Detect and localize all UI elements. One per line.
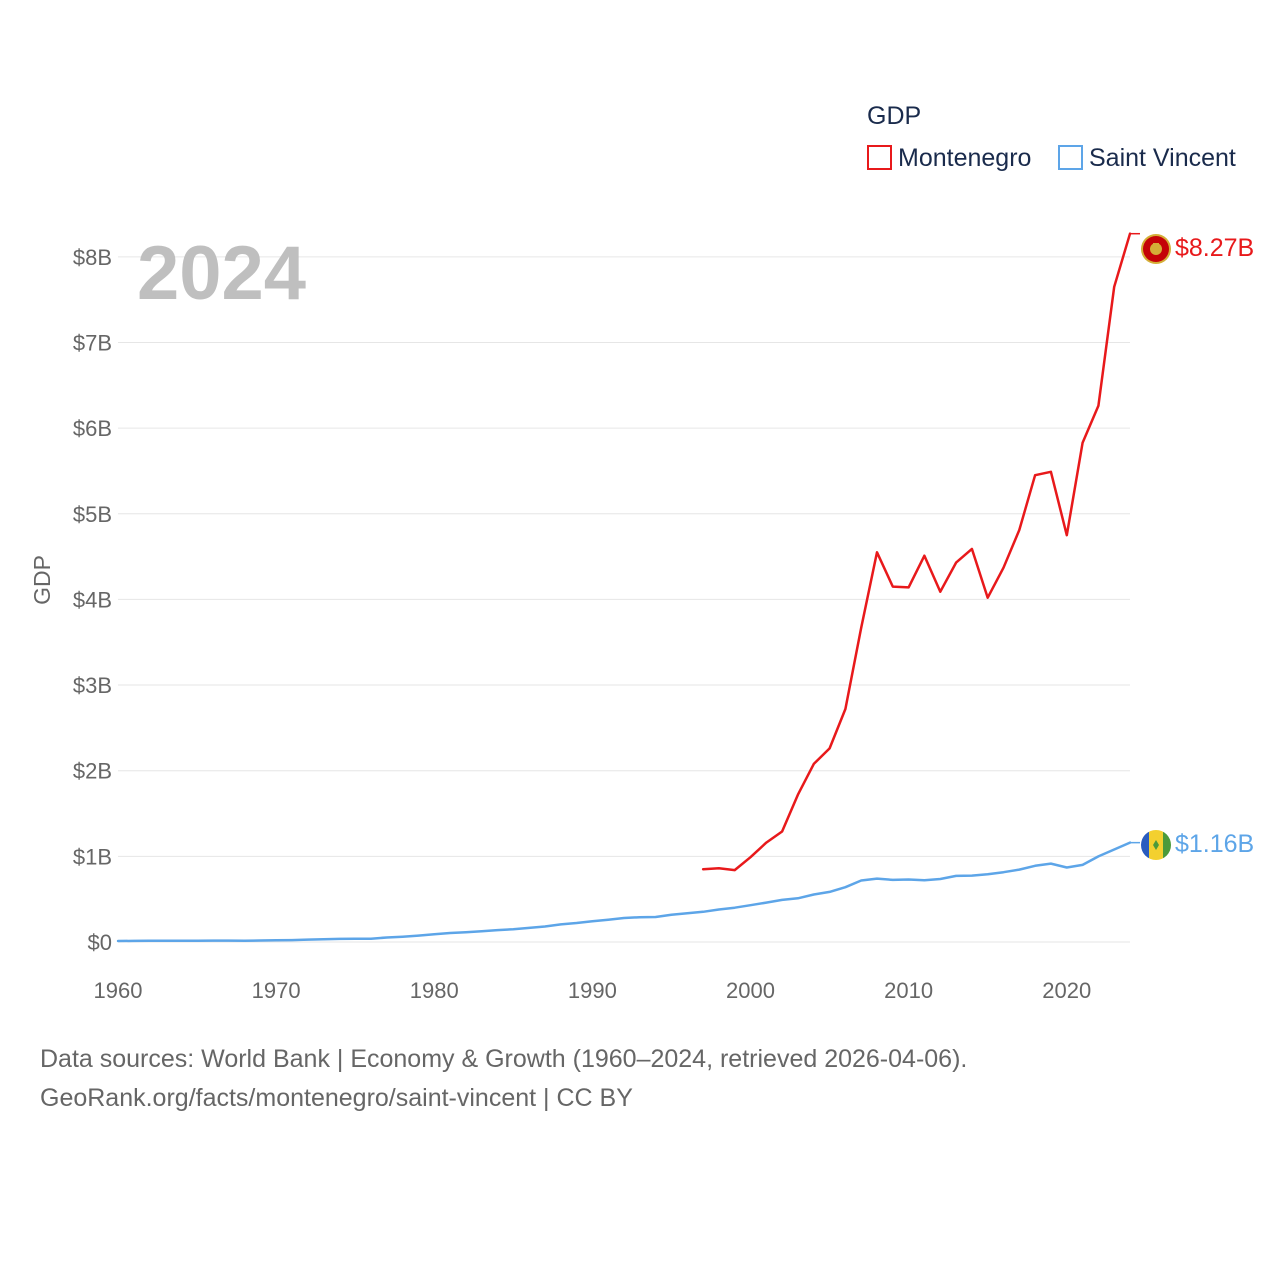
x-tick-label: 1960 <box>94 978 143 1003</box>
y-tick-label: $7B <box>73 330 112 355</box>
legend-swatch-saint-vincent <box>1058 145 1083 170</box>
x-tick-label: 2020 <box>1042 978 1091 1003</box>
y-tick-label: $6B <box>73 416 112 441</box>
legend-label-saint-vincent: Saint Vincent <box>1089 144 1236 172</box>
legend-swatch-montenegro <box>867 145 892 170</box>
data-sources-text: Data sources: World Bank | Economy & Gro… <box>40 1045 968 1073</box>
y-axis-label: GDP <box>29 555 55 605</box>
y-tick-label: $0 <box>88 930 112 955</box>
legend-item-saint-vincent[interactable]: Saint Vincent <box>1058 144 1236 172</box>
y-tick-label: $2B <box>73 759 112 784</box>
y-tick-label: $5B <box>73 502 112 527</box>
y-tick-label: $1B <box>73 844 112 869</box>
year-label: 2024 <box>137 231 306 316</box>
x-tick-label: 1990 <box>568 978 617 1003</box>
x-tick-label: 1980 <box>410 978 459 1003</box>
legend-item-montenegro[interactable]: Montenegro <box>867 144 1031 172</box>
attribution-text: GeoRank.org/facts/montenegro/saint-vince… <box>40 1084 633 1112</box>
y-tick-label: $4B <box>73 587 112 612</box>
line-saint-vincent[interactable] <box>116 841 1132 943</box>
legend: GDP Montenegro Saint Vincent <box>867 102 1236 172</box>
montenegro-flag-icon <box>1141 234 1171 264</box>
montenegro-end-marker: $8.27B <box>1141 234 1254 264</box>
series-montenegro <box>701 232 1140 872</box>
x-tick-label: 2000 <box>726 978 775 1003</box>
x-tick-label: 1970 <box>252 978 301 1003</box>
y-tick-label: $3B <box>73 673 112 698</box>
saint-vincent-end-marker: $1.16B <box>1141 830 1254 860</box>
footer: Data sources: World Bank | Economy & Gro… <box>40 1040 1240 1118</box>
grid-lines <box>118 256 1130 943</box>
x-tick-label: 2010 <box>884 978 933 1003</box>
series-lines <box>116 232 1140 943</box>
line-montenegro[interactable] <box>701 232 1132 872</box>
series-saint-vincent <box>116 841 1140 943</box>
y-tick-label: $8B <box>73 245 112 270</box>
x-axis-ticks: 1960 1970 1980 1990 2000 2010 2020 <box>94 978 1092 1003</box>
montenegro-value-label: $8.27B <box>1175 234 1254 262</box>
saint-vincent-value-label: $1.16B <box>1175 830 1254 858</box>
legend-label-montenegro: Montenegro <box>898 144 1031 172</box>
y-axis-ticks: $0 $1B $2B $3B $4B $5B $6B $7B $8B <box>73 245 112 955</box>
legend-title: GDP <box>867 102 921 130</box>
saint-vincent-flag-icon <box>1141 830 1171 860</box>
